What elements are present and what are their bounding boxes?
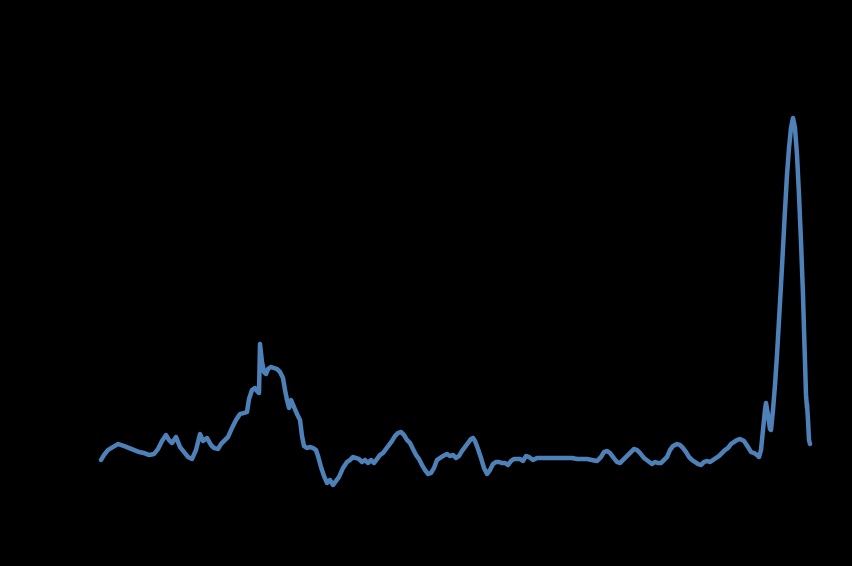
data-series-line bbox=[98, 115, 813, 488]
